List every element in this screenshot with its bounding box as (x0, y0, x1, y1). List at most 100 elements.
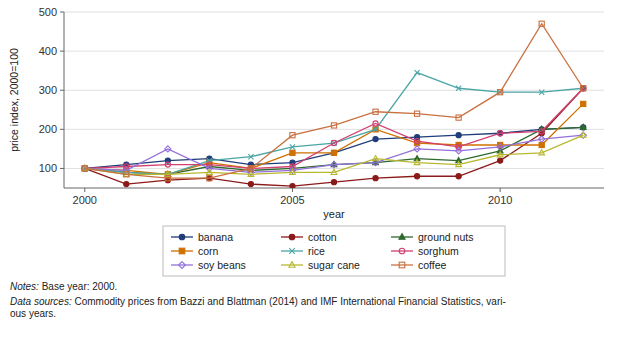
x-tick (84, 188, 85, 192)
marker (539, 142, 544, 147)
marker (248, 171, 254, 176)
legend-item: soy beans (171, 259, 246, 271)
y-tick (60, 129, 64, 130)
grid-line (64, 51, 604, 52)
marker (331, 140, 336, 145)
legend-item: ground nuts (391, 231, 473, 243)
marker (373, 176, 378, 181)
marker (124, 181, 129, 186)
marker (179, 248, 185, 254)
y-tick-label: 100 (39, 162, 57, 174)
legend-label: sorghum (418, 245, 459, 257)
series (82, 86, 586, 188)
marker (248, 166, 253, 171)
marker (414, 111, 419, 116)
series (82, 124, 586, 176)
marker (539, 129, 544, 134)
marker (165, 162, 170, 167)
legend-label: cotton (308, 231, 337, 243)
series-line (85, 127, 583, 168)
marker (248, 181, 253, 186)
y-tick (60, 90, 64, 91)
marker (456, 161, 462, 166)
marker (179, 234, 185, 240)
marker (207, 169, 213, 174)
legend-frame (163, 226, 505, 276)
marker (456, 115, 461, 120)
annotation-label: Data sources: (10, 296, 72, 307)
series (82, 132, 586, 176)
series-line (85, 88, 583, 168)
x-tick-label: 2005 (280, 194, 304, 206)
legend-label: corn (198, 245, 219, 257)
series-line (85, 127, 583, 174)
marker (373, 156, 379, 161)
x-axis-line (64, 188, 604, 189)
legend-line (171, 264, 193, 265)
legend-label: soy beans (198, 259, 246, 271)
x-tick-label: 2000 (73, 194, 97, 206)
x-tick-label: 2010 (488, 194, 512, 206)
y-axis-line (64, 12, 65, 188)
series (82, 86, 586, 171)
marker (165, 146, 171, 152)
y-tick (60, 168, 64, 169)
y-tick-label: 200 (39, 123, 57, 135)
marker (539, 90, 544, 95)
marker (179, 262, 186, 269)
marker (289, 262, 295, 268)
x-tick (292, 188, 293, 192)
marker (289, 234, 295, 240)
marker (399, 248, 405, 254)
marker (455, 148, 461, 154)
marker (498, 158, 503, 163)
marker (414, 146, 420, 152)
annotation-label: Notes: (10, 281, 39, 292)
marker (331, 150, 336, 155)
grid-line (64, 90, 604, 91)
legend-label: sugar cane (308, 259, 360, 271)
marker (580, 132, 586, 137)
marker (456, 133, 461, 138)
marker (331, 169, 337, 174)
marker (331, 161, 337, 167)
legend-item: banana (171, 231, 233, 243)
marker (373, 127, 378, 132)
marker (82, 166, 87, 171)
annotation-text: Base year: 2000. (39, 281, 117, 292)
series-line (85, 73, 583, 175)
legend: bananacottonground nutscornricesorghumso… (163, 226, 505, 276)
marker (497, 152, 503, 157)
marker (207, 176, 212, 181)
x-axis-label: year (323, 208, 345, 220)
series (82, 132, 587, 175)
marker (498, 131, 503, 136)
legend-label: banana (198, 231, 233, 243)
legend-item: corn (171, 245, 219, 257)
chart: 100200300400500200020052010yearprice ind… (0, 0, 624, 342)
legend-item: sorghum (391, 245, 459, 257)
grid-line (64, 129, 604, 130)
y-tick-label: 300 (39, 84, 57, 96)
marker (331, 123, 336, 128)
marker (456, 144, 461, 149)
marker (580, 124, 586, 129)
grid-line (64, 12, 604, 13)
legend-label: coffee (418, 259, 447, 271)
axes: 100200300400500200020052010yearprice ind… (8, 6, 604, 220)
marker (456, 174, 461, 179)
x-tick (500, 188, 501, 192)
marker (414, 138, 419, 143)
marker (539, 150, 545, 155)
marker (289, 248, 295, 254)
marker (290, 144, 295, 149)
series (82, 21, 586, 181)
legend-line (281, 264, 303, 265)
marker (414, 70, 419, 75)
marker (82, 165, 88, 170)
marker (399, 262, 405, 268)
marker (290, 133, 295, 138)
marker (124, 172, 129, 177)
marker (539, 21, 544, 26)
marker (497, 144, 503, 150)
